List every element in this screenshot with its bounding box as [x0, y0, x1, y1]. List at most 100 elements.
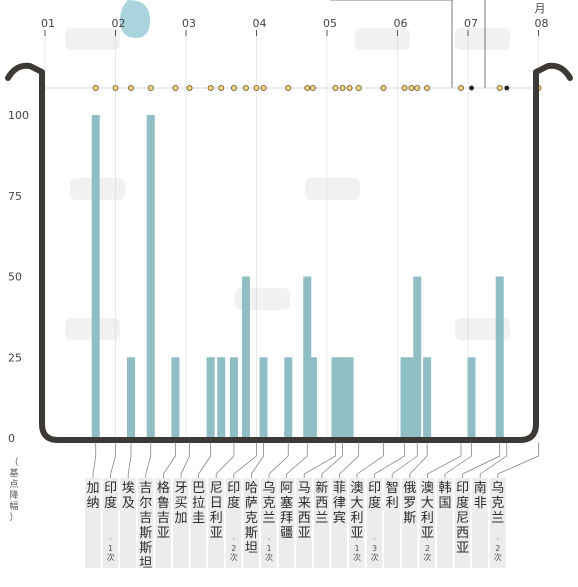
category-label-char: 利: [421, 511, 434, 526]
category-note-char: 2: [495, 544, 500, 553]
category-label: 菲律宾: [333, 481, 346, 526]
category-label-char: 南: [474, 480, 487, 496]
bar: [400, 357, 409, 438]
category-label-char: 印: [227, 481, 240, 496]
category-label-char: 买: [174, 496, 187, 511]
category-label-box: [349, 478, 365, 568]
event-dot: [218, 85, 225, 92]
category-label-char: 澳: [421, 480, 434, 496]
event-dot: [309, 85, 316, 92]
category-note-char: 次: [494, 552, 502, 562]
category-label: 韩国: [438, 481, 451, 511]
event-dot: [496, 85, 503, 92]
category-label-char: 圭: [192, 511, 205, 526]
category-label-char: 律: [333, 496, 346, 511]
category-label-box: [173, 478, 189, 568]
category-label-char: 智: [386, 481, 399, 496]
month-label: 02: [112, 17, 126, 30]
category-leader-line: [198, 442, 212, 478]
month-label: 08: [535, 17, 549, 30]
category-label-char: 度: [456, 495, 469, 511]
event-dot: [401, 85, 408, 92]
category-label-char: 西: [456, 526, 469, 541]
category-leader-line: [497, 442, 539, 478]
category-label-char: 马: [298, 481, 311, 496]
category-label-char: 兰: [315, 511, 328, 526]
event-dot: [207, 85, 214, 92]
category-label-char: 利: [350, 511, 363, 526]
category-label: 乌克兰: [491, 480, 504, 526]
category-note-char: 1: [354, 544, 359, 553]
y-tick-label: 25: [8, 351, 22, 364]
event-dot: [92, 85, 99, 92]
bar: [259, 357, 268, 438]
category-label-char: 斯: [139, 541, 152, 556]
category-label-char: 塞: [280, 495, 293, 511]
bar: [308, 357, 317, 438]
event-dot: [260, 85, 267, 92]
category-label-char: 韩: [438, 481, 451, 496]
event-dot: [469, 85, 474, 91]
event-dot: [408, 85, 415, 92]
y-axis-label-char: （: [9, 457, 18, 468]
category-label: 印度: [227, 481, 240, 511]
category-label: 尼日利亚: [210, 481, 223, 541]
bar: [217, 357, 226, 438]
category-label-char: 阿: [280, 481, 293, 496]
category-note-char: 次: [107, 552, 115, 562]
category-leader-line: [251, 442, 264, 478]
category-label-char: 尼: [456, 511, 469, 526]
category-label-char: 西: [298, 511, 311, 526]
y-tick-label: 50: [8, 271, 22, 284]
category-label: 印度尼西亚: [456, 481, 469, 556]
category-label-char: 大: [421, 496, 434, 511]
category-label-char: 亚: [298, 526, 311, 541]
category-label-char: 利: [210, 511, 223, 526]
category-leader-line: [92, 442, 97, 478]
category-label-char: 印: [104, 481, 117, 496]
category-label-box: [225, 478, 242, 568]
event-dot: [380, 85, 387, 92]
category-label-char: 亚: [350, 526, 363, 541]
category-leader-line: [180, 442, 190, 478]
category-label-char: 斯: [245, 526, 258, 541]
category-note-char: 次: [353, 552, 361, 562]
y-axis-label-char: ）: [9, 512, 18, 523]
event-dot: [128, 85, 135, 92]
category-label: 印度: [368, 481, 381, 511]
category-label: 加纳: [86, 481, 99, 511]
category-note: · 1 次: [353, 535, 361, 562]
category-leader-line: [391, 442, 418, 478]
category-label-box: [261, 478, 277, 568]
category-label-char: 亚: [157, 526, 170, 541]
category-label: 新西兰: [315, 480, 328, 526]
category-leader-line: [163, 442, 176, 478]
category-label-char: 尼: [210, 481, 223, 496]
event-dot: [186, 85, 193, 92]
event-dot: [285, 85, 292, 92]
category-leader-line: [479, 442, 508, 478]
category-label-char: 利: [386, 496, 399, 511]
category-label-char: 克: [491, 496, 504, 511]
category-label-box: [102, 478, 119, 568]
category-note-char: ·: [233, 535, 236, 544]
bar: [303, 276, 312, 438]
month-label: 05: [323, 17, 337, 30]
category-label-char: 巴: [192, 481, 205, 496]
event-dot: [346, 85, 353, 92]
category-label-box: [313, 478, 330, 568]
event-dot: [414, 85, 421, 92]
category-label-char: 非: [474, 496, 487, 511]
category-label: 乌克兰: [262, 480, 275, 526]
event-dot: [504, 85, 510, 91]
category-leader-line: [427, 442, 462, 478]
category-label-box: [454, 478, 471, 568]
bar: [331, 357, 340, 438]
month-label: 04: [253, 17, 267, 30]
category-label-char: 吉: [139, 511, 152, 526]
category-label-char: 坦: [245, 541, 258, 556]
category-label-box: [208, 478, 224, 568]
category-label-char: 纳: [86, 496, 99, 511]
month-label: 07: [464, 17, 478, 30]
category-note-char: 次: [265, 552, 273, 562]
